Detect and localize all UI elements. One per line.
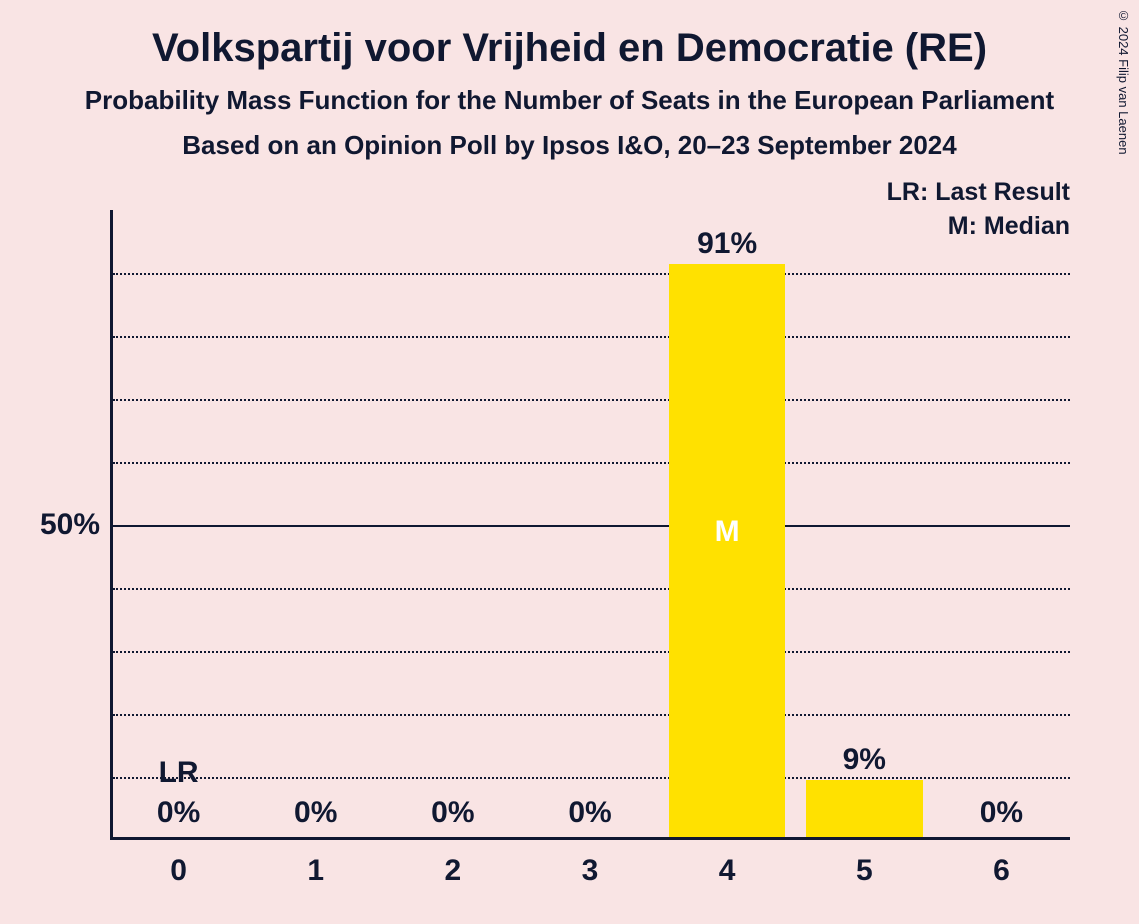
bar (669, 264, 786, 837)
grid-line (113, 525, 1070, 527)
bar-value-label: 91% (697, 227, 757, 261)
legend-lr: LR: Last Result (887, 176, 1070, 210)
chart-legend: LR: Last Result M: Median (887, 176, 1070, 244)
x-tick-label: 4 (719, 854, 736, 888)
grid-line (113, 588, 1070, 590)
grid-line (113, 336, 1070, 338)
grid-line (113, 714, 1070, 716)
bar-value-label: 0% (431, 796, 474, 830)
last-result-marker: LR (159, 756, 199, 790)
legend-median: M: Median (887, 210, 1070, 244)
chart-subtitle-2: Based on an Opinion Poll by Ipsos I&O, 2… (0, 116, 1139, 161)
grid-line (113, 273, 1070, 275)
y-axis-label: 50% (20, 508, 100, 542)
chart-subtitle-1: Probability Mass Function for the Number… (0, 71, 1139, 116)
bar-value-label: 0% (157, 796, 200, 830)
x-tick-label: 0 (170, 854, 187, 888)
median-marker: M (669, 515, 786, 549)
bar-value-label: 0% (294, 796, 337, 830)
grid-line (113, 462, 1070, 464)
chart-title: Volkspartij voor Vrijheid en Democratie … (0, 0, 1139, 71)
grid-line (113, 651, 1070, 653)
bar-value-label: 0% (568, 796, 611, 830)
x-axis (110, 837, 1070, 840)
grid-line (113, 399, 1070, 401)
bar-value-label: 9% (843, 743, 886, 777)
grid-line (113, 777, 1070, 779)
x-tick-label: 1 (307, 854, 324, 888)
bar-value-label: 0% (980, 796, 1023, 830)
chart-plot-area: LR: Last Result M: Median 50%0%LR00%10%2… (110, 210, 1070, 840)
x-tick-label: 2 (445, 854, 462, 888)
x-tick-label: 5 (856, 854, 873, 888)
copyright-text: © 2024 Filip van Laenen (1116, 8, 1131, 155)
bar (806, 780, 923, 837)
x-tick-label: 6 (993, 854, 1010, 888)
x-tick-label: 3 (582, 854, 599, 888)
